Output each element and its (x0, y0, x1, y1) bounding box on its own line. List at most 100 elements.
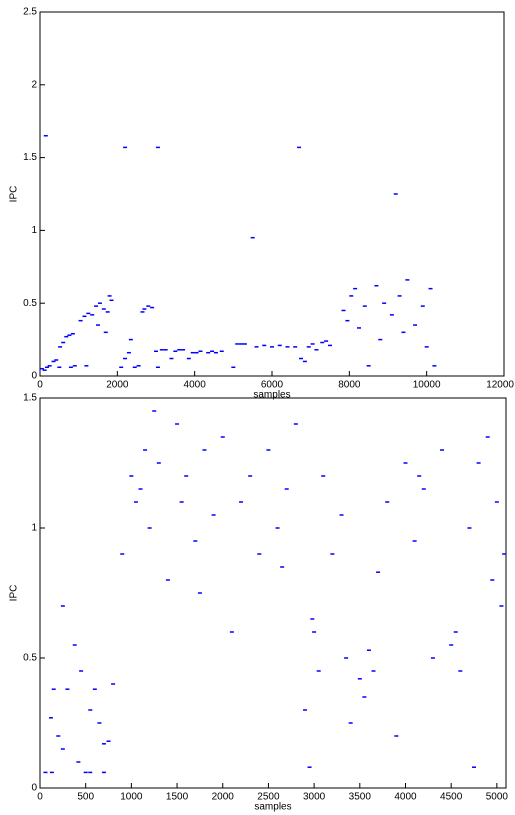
point (345, 319, 350, 322)
point (424, 346, 429, 348)
point (101, 743, 106, 745)
point (458, 670, 463, 672)
point (197, 592, 202, 594)
point (310, 343, 315, 345)
point (58, 346, 63, 348)
x-tick-label: 3500 (349, 792, 372, 803)
point (307, 766, 312, 768)
point (378, 338, 383, 341)
point (165, 579, 170, 581)
point (502, 553, 507, 555)
point (366, 365, 371, 367)
point (60, 748, 65, 750)
point (138, 488, 143, 490)
point (449, 644, 454, 646)
point (330, 553, 335, 555)
point (154, 350, 158, 352)
x-tick-label: 8000 (338, 380, 361, 391)
x-tick-label: 2500 (257, 792, 280, 803)
point (277, 344, 282, 347)
point (421, 488, 426, 490)
point (140, 311, 145, 313)
x-tick-label: 0 (37, 380, 43, 391)
point (397, 295, 402, 297)
y-tick-label: 0.5 (23, 298, 37, 309)
point (403, 462, 408, 464)
point (51, 360, 56, 363)
point (103, 331, 108, 334)
y-tick-label: 0.5 (23, 653, 37, 664)
x-tick-label: 6000 (261, 380, 284, 391)
point (239, 343, 244, 345)
y-tick-label: 2.5 (23, 7, 37, 18)
point (297, 146, 302, 149)
point (159, 349, 164, 351)
point (257, 553, 262, 555)
point (344, 657, 349, 659)
point (132, 366, 137, 369)
point (129, 475, 134, 477)
point (49, 771, 54, 774)
point (401, 331, 406, 334)
x-tick-label: 4500 (440, 792, 463, 803)
point (357, 678, 362, 680)
point (39, 367, 44, 370)
point (250, 236, 255, 239)
point (490, 579, 495, 581)
point (362, 305, 367, 307)
x-tick-label: 2000 (106, 380, 129, 391)
point (43, 771, 48, 774)
point (213, 351, 218, 354)
y-axis-label: IPC (9, 585, 20, 602)
point (328, 344, 332, 347)
point (186, 357, 191, 360)
point (316, 670, 321, 672)
point (123, 357, 128, 360)
point (374, 284, 379, 287)
point (42, 369, 47, 371)
point (339, 514, 344, 516)
point (47, 365, 52, 367)
y-axis-label: IPC (9, 186, 20, 203)
point (229, 631, 234, 633)
point (78, 319, 83, 322)
point (198, 350, 203, 352)
point (181, 349, 186, 351)
point (76, 761, 81, 763)
point (84, 365, 89, 367)
point (126, 351, 131, 354)
point (320, 341, 325, 344)
point (56, 735, 61, 737)
point (235, 343, 240, 345)
point (184, 475, 189, 477)
point (94, 305, 99, 307)
point (394, 735, 399, 737)
point (61, 341, 66, 344)
point (152, 410, 157, 412)
point (70, 333, 75, 335)
point (385, 501, 390, 503)
point (348, 722, 353, 724)
point (494, 501, 499, 503)
point (51, 688, 56, 690)
point (453, 631, 458, 633)
point (210, 350, 215, 352)
point (107, 295, 112, 297)
point (150, 306, 155, 309)
x-axis-label: samples (254, 802, 291, 813)
point (105, 311, 110, 313)
x-tick-label: 10000 (413, 380, 441, 391)
point (382, 302, 387, 304)
point (92, 688, 97, 690)
x-tick-label: 12000 (486, 380, 514, 391)
point (119, 366, 124, 369)
point (293, 346, 298, 348)
point (101, 771, 106, 774)
point (393, 193, 398, 195)
point (82, 315, 87, 318)
point (430, 657, 435, 659)
x-tick-label: 2000 (212, 792, 235, 803)
point (440, 449, 445, 451)
point (57, 366, 62, 369)
